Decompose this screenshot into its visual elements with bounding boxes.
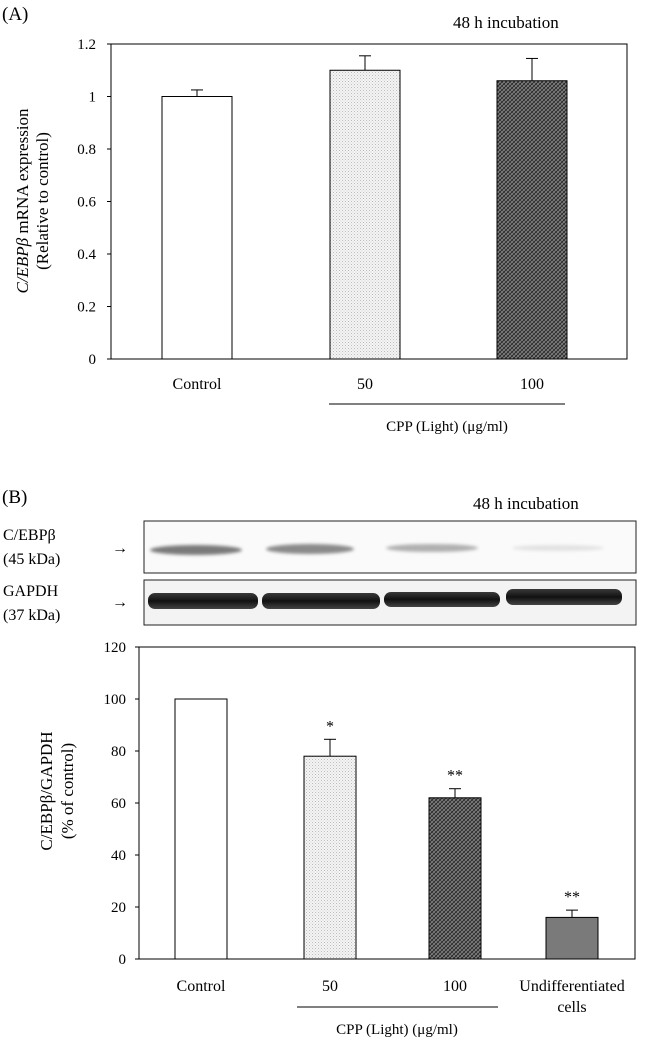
significance-marker: ** [447, 768, 463, 785]
y-tick-label: 0.8 [77, 142, 96, 158]
panel-a-bars: Control 50 100 [161, 55, 568, 393]
bar [303, 755, 357, 960]
significance-marker: ** [564, 889, 580, 906]
bar [428, 797, 482, 960]
category-label: 50 [322, 978, 338, 995]
bar [329, 69, 401, 360]
panel-a-label: (A) [2, 4, 28, 25]
y-tick-label: 0.6 [77, 195, 96, 211]
panel-b-note: 48 h incubation [473, 494, 579, 513]
category-label: 100 [443, 978, 467, 995]
panel-a-note: 48 h incubation [453, 13, 559, 32]
blot-label-cebpb: C/EBPβ [3, 527, 56, 544]
panel-a-ylabel-gene: C/EBPβ [13, 237, 32, 293]
bar [174, 698, 228, 960]
panel-a-group-label: CPP (Light) (μg/ml) [386, 419, 508, 435]
panel-b-ylabel-line1: C/EBPβ/GAPDH [37, 731, 56, 850]
category-label: 50 [357, 376, 373, 393]
blot-arrow-gapdh: → [112, 594, 128, 611]
y-tick-label: 0 [119, 952, 127, 968]
bar [545, 916, 599, 960]
category-label: 100 [520, 376, 544, 393]
y-tick-label: 20 [111, 900, 126, 916]
panel-a-ylabel-rest: mRNA expression [13, 108, 32, 238]
panel-b-label: (B) [2, 487, 27, 508]
panel-b-bars: Control * 50 ** 100 ** Undifferentiated cells [174, 698, 625, 1016]
y-tick-label: 0.4 [77, 247, 96, 263]
western-blot: C/EBPβ (45 kDa) → GAPDH (37 kDa) → [3, 520, 637, 626]
band-cebpb-50 [266, 544, 354, 554]
panel-b-ylabel-line2: (% of control) [58, 743, 77, 839]
category-label: Control [177, 978, 226, 995]
blot-arrow-cebpb: → [112, 540, 128, 557]
panel-a-ylabel-line2: (Relative to control) [33, 132, 52, 270]
y-tick-label: 1 [89, 90, 97, 106]
panel-b-y-axis: 0 20 40 60 80 100 120 [104, 640, 139, 968]
y-tick-label: 0.2 [77, 300, 96, 316]
blot-bands-gapdh [148, 589, 622, 609]
significance-marker: * [326, 718, 334, 735]
y-tick-label: 40 [111, 848, 126, 864]
category-label: Undifferentiated [519, 978, 624, 995]
bar [496, 80, 568, 360]
blot-kda-gapdh: (37 kDa) [3, 607, 60, 624]
panel-a-y-axis: 0 0.2 0.4 0.6 0.8 1 1.2 [77, 37, 111, 368]
band-cebpb-100 [386, 544, 478, 552]
category-label: Control [173, 376, 222, 393]
panel-a-ylabel: C/EBPβ mRNA expression [13, 108, 32, 294]
y-tick-label: 0 [89, 352, 97, 368]
blot-kda-cebpb: (45 kDa) [3, 551, 60, 568]
y-tick-label: 60 [111, 796, 126, 812]
band-gapdh-100 [384, 592, 500, 607]
y-tick-label: 1.2 [77, 37, 96, 53]
band-gapdh-undiff [506, 589, 622, 605]
y-tick-label: 120 [104, 640, 127, 656]
bar [161, 96, 233, 360]
band-cebpb-undiff [512, 545, 604, 551]
y-tick-label: 80 [111, 744, 126, 760]
category-label: cells [557, 999, 586, 1016]
y-tick-label: 100 [104, 692, 127, 708]
band-gapdh-control [148, 593, 258, 609]
band-cebpb-control [150, 545, 242, 555]
blot-label-gapdh: GAPDH [3, 583, 59, 600]
band-gapdh-50 [262, 593, 380, 609]
blot-bands-cebpb [150, 544, 604, 555]
panel-b-group-label: CPP (Light) (μg/ml) [336, 1022, 458, 1038]
